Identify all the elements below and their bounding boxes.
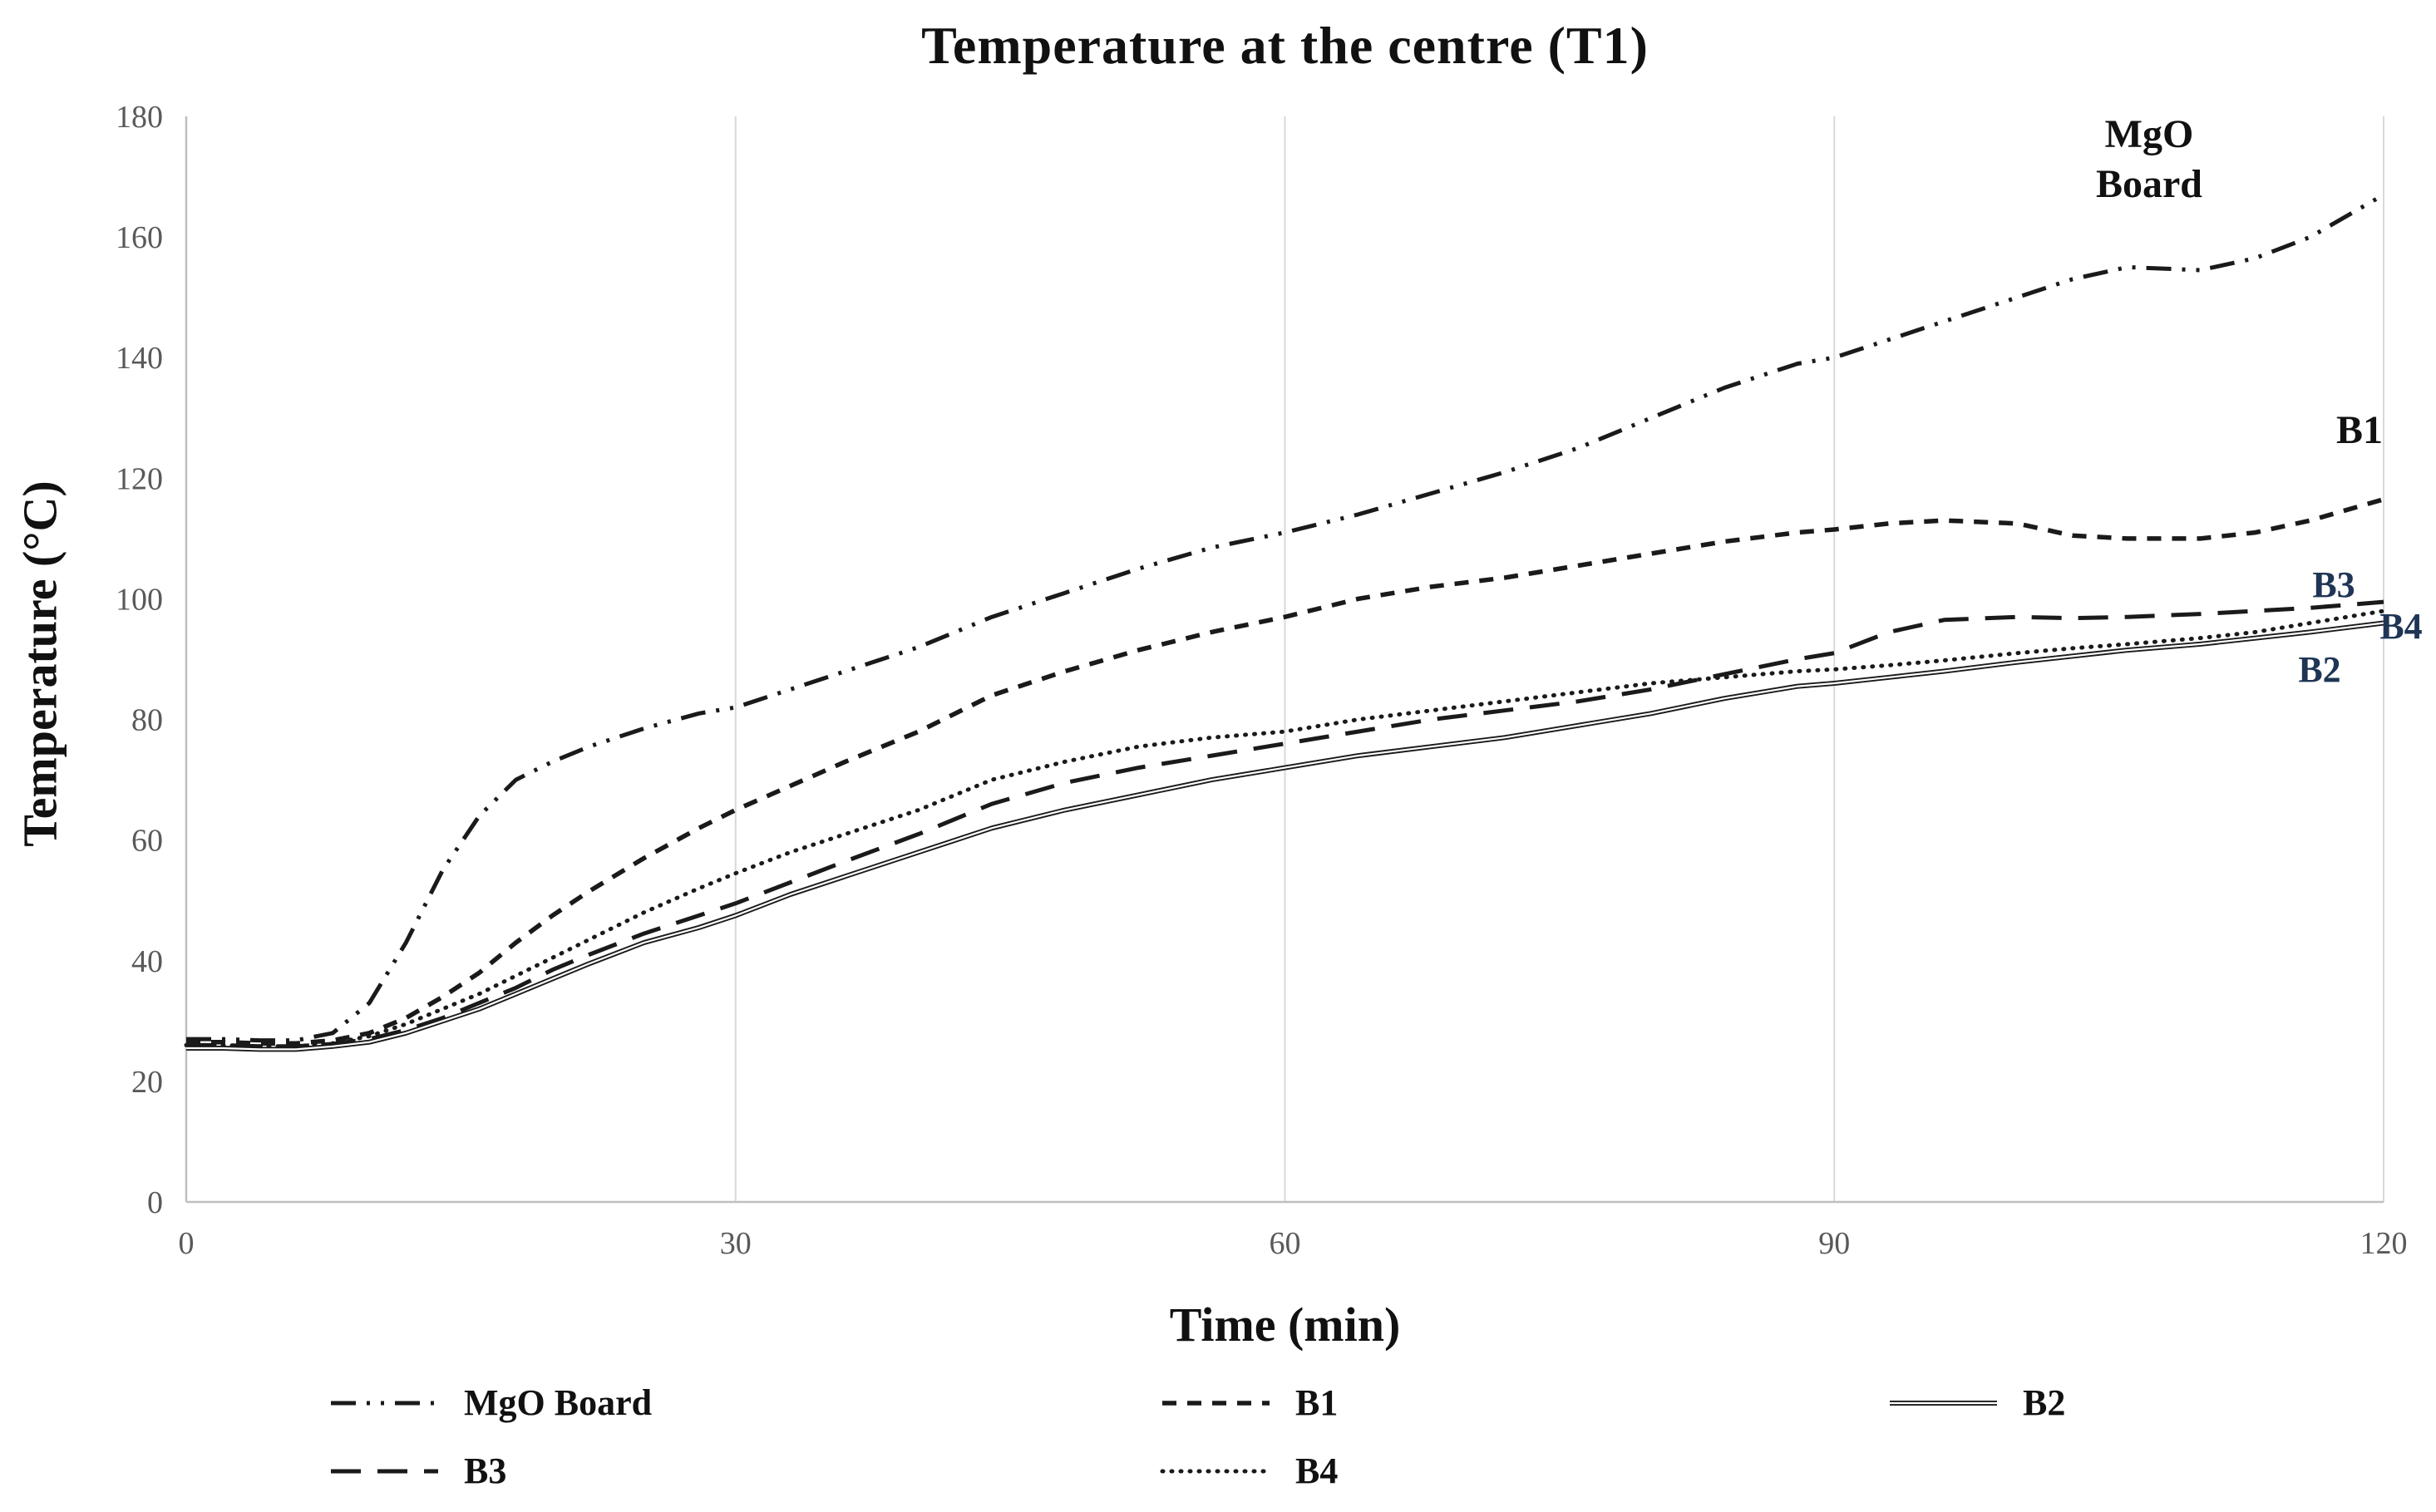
- x-axis-title: Time (min): [1169, 1298, 1401, 1352]
- legend-swatch-dotted: [1160, 1469, 1272, 1473]
- y-tick-label-80: 80: [131, 703, 163, 738]
- y-tick-label-100: 100: [116, 582, 163, 617]
- x-tick-label-60: 60: [1270, 1226, 1301, 1261]
- annotation-mgo-line2: Board: [2095, 162, 2202, 206]
- series-annotation-b1: B1: [2335, 408, 2383, 452]
- legend-label: MgO Board: [464, 1382, 653, 1423]
- legend-item-b4: B4: [1160, 1450, 1338, 1492]
- legend-swatch-dashed: [1162, 1400, 1270, 1406]
- x-tick-label-0: 0: [179, 1226, 195, 1261]
- series-line-b1: [186, 497, 2384, 1046]
- legend-item-b3: B3: [328, 1450, 506, 1492]
- legend-item-b1: B1: [1160, 1381, 1338, 1424]
- y-tick-label-20: 20: [131, 1065, 163, 1100]
- legend-swatch-solid: [1890, 1400, 1997, 1406]
- legend-label: B2: [2023, 1382, 2066, 1423]
- series-line-b3: [186, 599, 2384, 1049]
- legend-item-mgo-board: MgO Board: [328, 1381, 652, 1424]
- annotation-mgo-line1: MgO: [2104, 112, 2194, 156]
- y-tick-label-40: 40: [131, 944, 163, 979]
- legend-label: B1: [1295, 1382, 1339, 1423]
- y-axis-title: Temperature (°C): [12, 480, 67, 847]
- legend-label: B3: [464, 1450, 507, 1491]
- x-tick-label-30: 30: [720, 1226, 752, 1261]
- x-tick-label-90: 90: [1818, 1226, 1850, 1261]
- y-tick-label-160: 160: [116, 220, 163, 255]
- legend-item-b2: B2: [1887, 1381, 2065, 1424]
- y-tick-label-60: 60: [131, 824, 163, 859]
- series-annotation-b3: B3: [2312, 564, 2355, 605]
- legend-swatch-long-dash: [331, 1469, 438, 1473]
- y-tick-label-0: 0: [147, 1185, 163, 1220]
- series-annotation-mgo: MgO Board: [2074, 110, 2224, 209]
- series-annotation-b2: B2: [2298, 649, 2341, 690]
- legend-label: B4: [1295, 1450, 1339, 1491]
- y-tick-label-140: 140: [116, 341, 163, 376]
- series-line-b4: [184, 608, 2386, 1049]
- series-line-b2-inner: [186, 622, 2384, 1051]
- series-annotation-b4: B4: [2379, 606, 2423, 647]
- y-tick-label-180: 180: [116, 100, 163, 135]
- x-tick-label-120: 120: [2360, 1226, 2408, 1261]
- chart-title: Temperature at the centre (T1): [921, 16, 1649, 75]
- legend-swatch-dash-dot-dot: [331, 1401, 438, 1405]
- y-tick-label-120: 120: [116, 461, 163, 496]
- series-line-mgo-board: [186, 193, 2385, 1043]
- chart-legend: MgO Board B1 B2 B3 B4: [328, 1381, 2407, 1506]
